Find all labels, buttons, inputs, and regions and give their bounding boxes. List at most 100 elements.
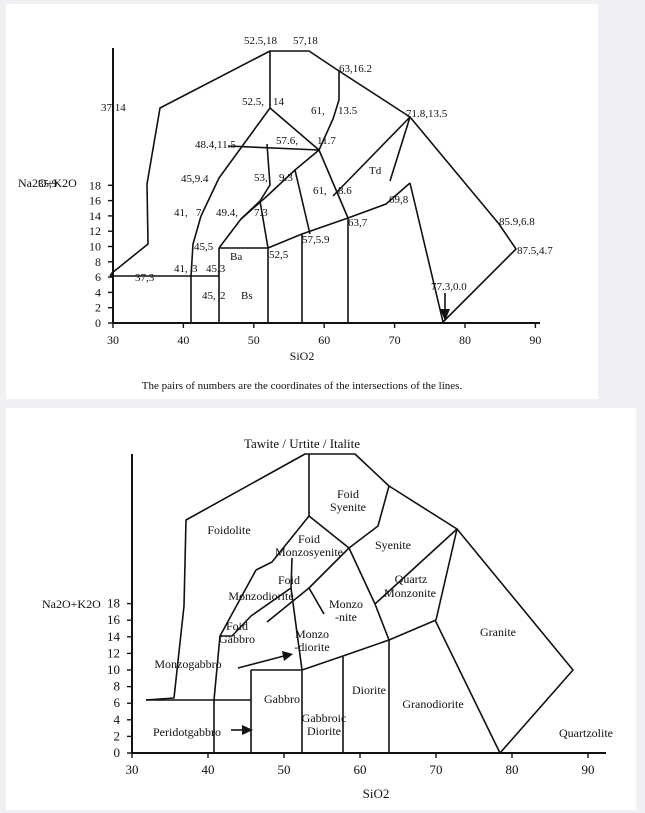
line-53-9-3 xyxy=(240,149,320,220)
intersection-label: 37,14 xyxy=(101,102,126,114)
x-tick-label: 30 xyxy=(126,762,139,777)
y-tick-label: 14 xyxy=(107,629,121,644)
y-tick-label: 14 xyxy=(89,209,101,223)
intersection-label: 85.9,6.8 xyxy=(499,216,535,228)
label-arrows xyxy=(231,651,293,735)
monzogabbro-arrowhead xyxy=(282,651,293,661)
boundary-lines xyxy=(109,50,517,323)
intersection-label: 61, xyxy=(313,185,327,197)
rock-field-label: Granodiorite xyxy=(402,697,463,711)
y-tick-label: 2 xyxy=(114,728,121,743)
y-tick-label: 16 xyxy=(107,612,121,627)
rock-field-label: Foid xyxy=(298,532,320,546)
outer-boundary xyxy=(145,453,574,754)
line-61-13-5 xyxy=(318,71,340,151)
foid-gabbro-top xyxy=(220,557,293,637)
y-tick-label: 4 xyxy=(114,712,121,727)
line-41-7-to-52-5-14 xyxy=(200,51,271,217)
rock-field-label: Diorite xyxy=(352,683,386,697)
monzo-mid xyxy=(308,587,325,615)
intersection-label: 7.3 xyxy=(254,207,268,219)
intersection-label: 3 xyxy=(192,263,198,275)
rock-field-label: Foid xyxy=(278,573,300,587)
y-tick-label: 8 xyxy=(95,255,101,269)
rock-field-label: -diorite xyxy=(294,640,329,654)
line-48-4-to-57-6 xyxy=(227,145,320,151)
intersection-label: 45,5 xyxy=(194,241,214,253)
x-tick-label: 90 xyxy=(582,762,595,777)
intersection-label: 8.6 xyxy=(338,185,352,197)
intersection-label: 87.5,4.7 xyxy=(517,245,553,257)
y-tick-label: 18 xyxy=(107,596,120,611)
x-tick-label: 50 xyxy=(278,762,291,777)
intersection-label: 63,16.2 xyxy=(339,63,372,75)
intersection-label: 49.4, xyxy=(216,207,238,219)
rock-field-label: Quartzolite xyxy=(559,726,613,740)
intersection-label: 57,5.9 xyxy=(302,234,330,246)
top-diagram-panel: 30 40 50 60 70 80 90 0 2 4 6 8 10 12 14 16 18 xyxy=(6,4,598,399)
line-49-4-diag xyxy=(259,200,269,249)
upper-dividing-line xyxy=(301,619,437,671)
top-ylabel: Na2O+K2O xyxy=(18,176,77,190)
outer-boundary xyxy=(109,50,517,323)
rock-field-label: Gabbroic xyxy=(302,711,347,725)
granite-left xyxy=(435,528,458,621)
x-tick-label: 50 xyxy=(248,333,260,347)
monzo-top xyxy=(255,454,310,571)
intersection-label: 57,18 xyxy=(293,35,318,47)
diagram-title: Tawite / Urtite / Italite xyxy=(244,436,360,451)
rock-field-label: Diorite xyxy=(307,724,341,738)
monzogabbro-arrow xyxy=(237,655,285,669)
y-tick-label: 12 xyxy=(107,645,120,660)
y-tick-label: 16 xyxy=(89,194,101,208)
intersection-label: 35,9 xyxy=(38,178,58,190)
peridotgabbro-arrowhead xyxy=(242,725,253,735)
y-tick-label: 10 xyxy=(89,240,101,254)
y-tick-label: 0 xyxy=(114,745,121,760)
intersection-label: Ba xyxy=(230,251,242,263)
rock-field-label: Monzo xyxy=(329,597,363,611)
line-61-8-6 xyxy=(332,116,411,197)
intersection-label: 52.5, xyxy=(242,96,264,108)
x-tick-label: 60 xyxy=(318,333,330,347)
intersection-label: 61, xyxy=(311,105,325,117)
quartz-monzonite-line xyxy=(374,528,458,605)
line-53-9-3-to-57-5-9 xyxy=(294,169,311,235)
intersection-label: 48.4,11.5 xyxy=(195,139,236,151)
y-tick-label: 0 xyxy=(95,316,101,330)
x-tick-label: 40 xyxy=(177,333,189,347)
intersection-label: 2 xyxy=(220,290,226,302)
intersection-label: 71.8,13.5 xyxy=(406,108,448,120)
rock-field-label: Foid xyxy=(226,619,248,633)
x-tick-label: 90 xyxy=(529,333,541,347)
rock-field-label: Gabbro xyxy=(219,632,255,646)
rock-field-label: Monzosyenite xyxy=(275,545,343,559)
y-tick-label: 18 xyxy=(89,178,101,192)
rock-field-label: Monzo xyxy=(295,627,329,641)
rock-field-label: Gabbro xyxy=(264,692,300,706)
figure-caption: The pairs of numbers are the coordinates… xyxy=(141,380,463,392)
x-tick-label: 40 xyxy=(202,762,215,777)
rock-field-label: Monzogabbro xyxy=(154,657,221,671)
line-57-6-11-7 xyxy=(269,107,349,219)
x-tick-label: 80 xyxy=(459,333,471,347)
intersection-label: 69,8 xyxy=(389,194,409,206)
line-41 xyxy=(213,569,257,753)
intersection-label: 7 xyxy=(196,207,202,219)
y-tick-label: 2 xyxy=(95,301,101,315)
intersection-label: 41, xyxy=(174,207,188,219)
intersection-label: 13.5 xyxy=(338,105,358,117)
intersection-label: 77.3,0.0 xyxy=(431,281,467,293)
intersection-label: 52.5,18 xyxy=(244,35,278,47)
intersection-label: 41, xyxy=(174,263,188,275)
line-41-3-to-41-7 xyxy=(190,215,202,323)
intersection-label: 9.3 xyxy=(279,172,293,184)
intersection-label: Td xyxy=(369,165,382,177)
intersection-label: 11.7 xyxy=(317,135,336,147)
